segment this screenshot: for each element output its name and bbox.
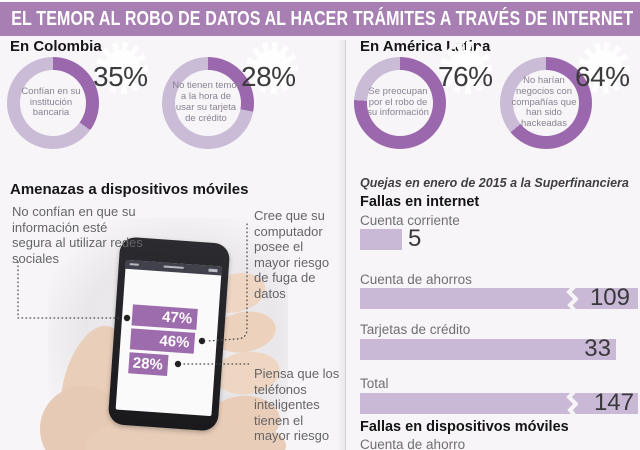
donut-label: Confían en su institución bancaria [21, 85, 81, 119]
row-bar-cuenta-corriente [360, 229, 402, 250]
row-bar-cuenta-ahorros: 109 [360, 284, 638, 313]
annotation-computador: Cree que su computador posee el mayor ri… [254, 208, 330, 301]
donut-chart-temor-tarjeta: No tienen temor a la hora de usar su tar… [162, 57, 254, 149]
donut-hole: Confían en su institución bancaria [20, 70, 86, 136]
donut-hole: No tienen temor a la hora de usar su tar… [172, 70, 241, 136]
donut-chart-preocupacion-robo: Se preocupan por el robo de su informaci… [354, 57, 446, 149]
phone-illustration: 47% 46% 28% No confían en que su informa… [0, 198, 344, 450]
donut-chart-negocios-hackeadas: No harían negocios con compañías que han… [500, 57, 592, 149]
donut-percentage: 64% [575, 61, 630, 92]
row-label: Cuenta de ahorro [360, 437, 466, 450]
battery-icon [208, 268, 218, 273]
bar-telefonos: 28% [128, 352, 169, 376]
bar-break-icon [566, 284, 579, 313]
row-bar-total: 147 [360, 389, 638, 418]
row-label: Cuenta de ahorros [360, 272, 472, 287]
annotation-redes-sociales: No confían en que su información esté se… [12, 204, 143, 266]
row-value: 109 [589, 284, 630, 311]
bar-redes-sociales: 47% [131, 304, 198, 330]
row-label: Cuenta corriente [360, 213, 460, 228]
phone-bar-chart: 47% 46% 28% [128, 270, 221, 380]
column-divider-shadow [337, 40, 345, 450]
gear-icon [96, 42, 148, 94]
gear-icon [246, 42, 298, 94]
clock-icon [163, 265, 184, 269]
donut-label: No harían negocios con compañías que han… [511, 74, 577, 130]
annotation-telefonos: Piensa que los teléfonos inteligentes ti… [254, 366, 340, 444]
bar-break-icon [566, 389, 579, 418]
gear-icon [440, 42, 492, 94]
page-title: EL TEMOR AL ROBO DE DATOS AL HACER TRÁMI… [11, 7, 634, 30]
complaints-mobile-title: Fallas en dispositivos móviles [360, 419, 569, 435]
section-title-amenazas: Amenazas a dispositivos móviles [10, 181, 249, 198]
bar-computador: 46% [129, 328, 196, 354]
donut-hole: Se preocupan por el robo de su informaci… [367, 70, 433, 136]
smartphone-screen: 47% 46% 28% [115, 259, 222, 417]
header-bar: EL TEMOR AL ROBO DE DATOS AL HACER TRÁMI… [0, 2, 640, 36]
donut-label: Se preocupan por el robo de su informaci… [367, 85, 429, 119]
donut-chart-confianza-bancaria: Confían en su institución bancaria [7, 57, 99, 149]
donut-percentage: 28% [241, 61, 296, 92]
donut-label: No tienen temor a la hora de usar su tar… [172, 80, 240, 124]
column-divider [345, 40, 346, 450]
donut-percentage: 35% [93, 61, 148, 92]
row-value: 5 [408, 225, 422, 252]
row-label: Total [360, 376, 389, 391]
row-label: Tarjetas de crédito [360, 322, 471, 337]
donut-hole: No harían negocios con compañías que han… [512, 70, 579, 136]
section-title-colombia: En Colombia [10, 38, 102, 55]
row-value: 147 [593, 389, 634, 416]
top-strip [0, 0, 640, 2]
complaints-internet-title: Fallas en internet [360, 194, 480, 210]
complaints-subtitle: Quejas en enero de 2015 a la Superfinanc… [360, 176, 629, 190]
row-bar-tarjetas-credito: 33 [360, 335, 616, 362]
row-value: 33 [584, 335, 611, 362]
donut-percentage: 76% [438, 61, 493, 92]
